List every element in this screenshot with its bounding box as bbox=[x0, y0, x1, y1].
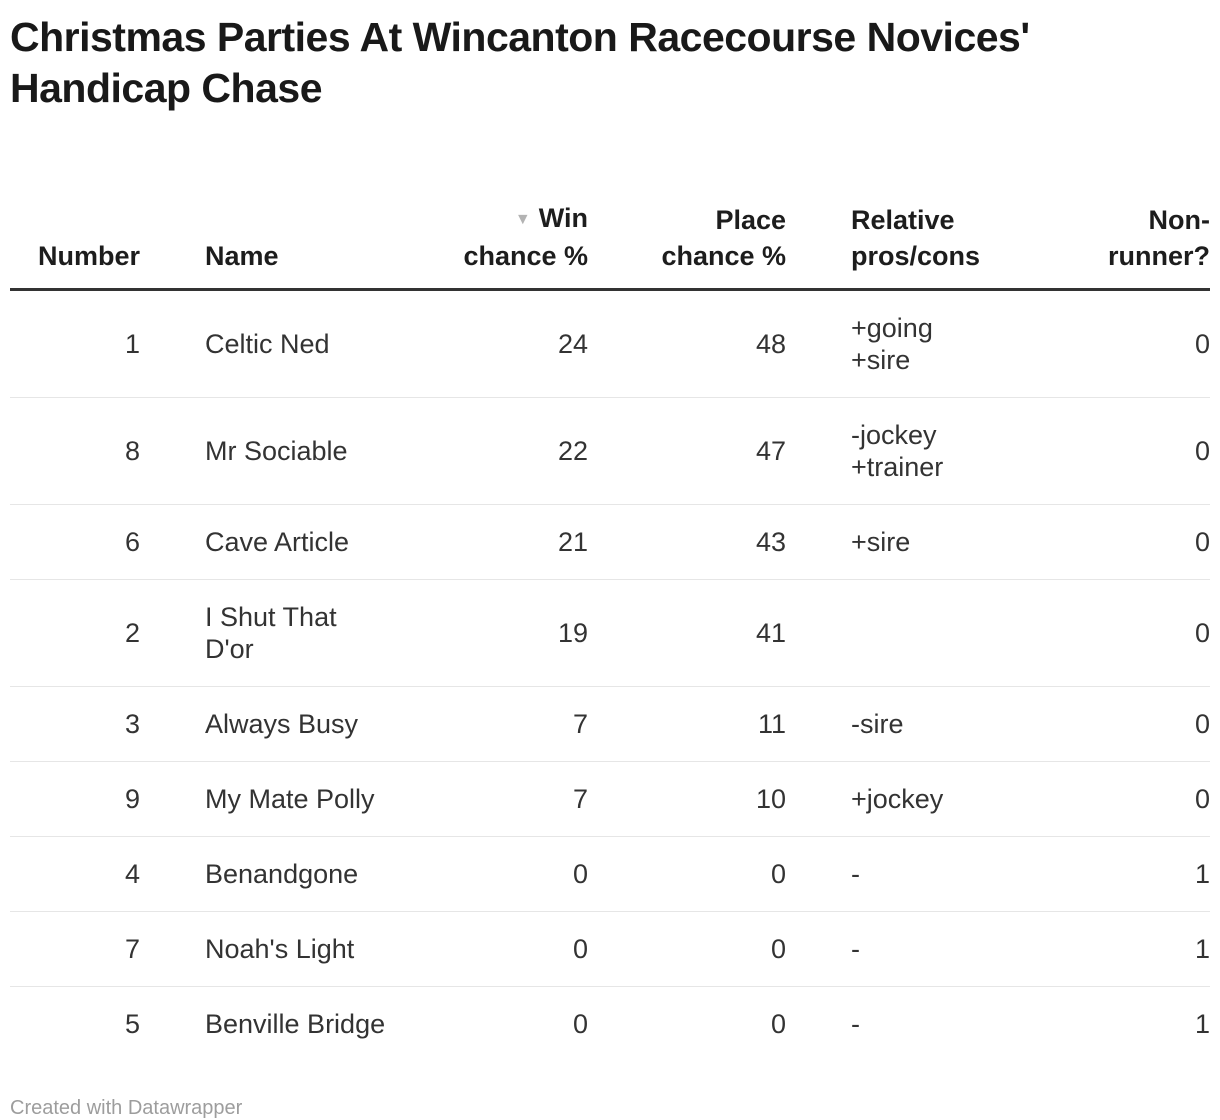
cell-pros-cons: - bbox=[786, 986, 1006, 1061]
column-header-pros-cons[interactable]: Relative pros/cons bbox=[786, 114, 1006, 291]
cell-non-runner: 0 bbox=[1194, 329, 1210, 359]
cell-non-runner: 0 bbox=[1006, 397, 1210, 505]
cell-number: 2 bbox=[10, 579, 140, 687]
column-header-name[interactable]: Name bbox=[140, 114, 455, 291]
cell-place-chance: 43 bbox=[588, 504, 786, 580]
cell-number: 5 bbox=[10, 986, 140, 1061]
cell-pros-cons: - bbox=[786, 911, 1006, 987]
page-title: Christmas Parties At Wincanton Racecours… bbox=[10, 14, 1030, 111]
cell-place-chance: 47 bbox=[588, 397, 786, 505]
sort-desc-icon: ▼ bbox=[514, 211, 531, 228]
cell-non-runner: 1 bbox=[1006, 836, 1210, 912]
data-table: Number Name ▼ Win chance % Place chance %… bbox=[10, 114, 1210, 1061]
column-header-win-chance[interactable]: ▼ Win chance % bbox=[455, 114, 588, 291]
cell-name: Benandgone bbox=[140, 836, 455, 912]
cell-name: Benville Bridge bbox=[140, 986, 455, 1061]
cell-pros-cons: -sire bbox=[786, 686, 1006, 762]
cell-win-chance: 7 bbox=[455, 686, 588, 762]
cell-pros-cons bbox=[786, 579, 1006, 687]
cell-place-chance: 0 bbox=[588, 836, 786, 912]
cell-non-runner: 0 bbox=[1006, 761, 1210, 837]
cell-pros-cons: +going +sire bbox=[851, 313, 933, 375]
column-header-place-chance-label: Place chance % bbox=[661, 205, 786, 271]
column-header-win-chance-label: Win chance % bbox=[463, 203, 588, 271]
cell-number: 1 bbox=[124, 329, 140, 359]
table-row: 5 Benville Bridge 0 0 - 1 bbox=[10, 986, 1210, 1061]
cell-place-chance: 41 bbox=[588, 579, 786, 687]
cell-pros-cons: -jockey +trainer bbox=[786, 397, 1006, 505]
cell-name: Celtic Ned bbox=[205, 329, 330, 359]
cell-win-chance: 0 bbox=[455, 836, 588, 912]
cell-pros-cons: - bbox=[786, 836, 1006, 912]
cell-number: 9 bbox=[10, 761, 140, 837]
cell-name: Mr Sociable bbox=[140, 397, 455, 505]
cell-win-chance: 22 bbox=[455, 397, 588, 505]
cell-number: 3 bbox=[10, 686, 140, 762]
column-header-place-chance[interactable]: Place chance % bbox=[588, 114, 786, 291]
cell-win-chance: 19 bbox=[455, 579, 588, 687]
cell-non-runner: 0 bbox=[1006, 686, 1210, 762]
cell-place-chance: 0 bbox=[588, 911, 786, 987]
table-row: 6 Cave Article 21 43 +sire 0 bbox=[10, 504, 1210, 580]
table-row: 7 Noah's Light 0 0 - 1 bbox=[10, 911, 1210, 987]
cell-number: 4 bbox=[10, 836, 140, 912]
table-header: Number Name ▼ Win chance % Place chance %… bbox=[10, 114, 1210, 291]
column-header-non-runner-label: Non- runner? bbox=[1107, 205, 1210, 271]
table-row: 1 Celtic Ned 24 48 +going +sire 0 bbox=[10, 290, 1210, 398]
column-header-pros-cons-label: Relative pros/cons bbox=[851, 205, 981, 271]
cell-non-runner: 1 bbox=[1006, 911, 1210, 987]
cell-number: 7 bbox=[10, 911, 140, 987]
cell-number: 8 bbox=[10, 397, 140, 505]
table-row: 2 I Shut That D'or 19 41 0 bbox=[10, 579, 1210, 687]
cell-pros-cons: +sire bbox=[786, 504, 1006, 580]
table-row: 8 Mr Sociable 22 47 -jockey +trainer 0 bbox=[10, 397, 1210, 505]
cell-name: Cave Article bbox=[140, 504, 455, 580]
cell-win-chance: 24 bbox=[557, 329, 588, 359]
cell-non-runner: 0 bbox=[1006, 504, 1210, 580]
column-header-non-runner[interactable]: Non- runner? bbox=[1006, 114, 1210, 291]
table-body: 1 Celtic Ned 24 48 +going +sire 0 8 Mr S… bbox=[10, 290, 1210, 1061]
cell-name: Always Busy bbox=[140, 686, 455, 762]
table-row: 4 Benandgone 0 0 - 1 bbox=[10, 836, 1210, 912]
cell-win-chance: 0 bbox=[455, 911, 588, 987]
column-header-number[interactable]: Number bbox=[10, 114, 140, 291]
cell-win-chance: 0 bbox=[455, 986, 588, 1061]
cell-non-runner: 0 bbox=[1006, 579, 1210, 687]
cell-win-chance: 21 bbox=[455, 504, 588, 580]
cell-name: Noah's Light bbox=[140, 911, 455, 987]
header-row: Number Name ▼ Win chance % Place chance %… bbox=[10, 114, 1210, 291]
cell-name: I Shut That D'or bbox=[140, 579, 455, 687]
cell-number: 6 bbox=[10, 504, 140, 580]
cell-place-chance: 10 bbox=[588, 761, 786, 837]
column-header-name-label: Name bbox=[205, 241, 279, 271]
table-row: 9 My Mate Polly 7 10 +jockey 0 bbox=[10, 761, 1210, 837]
column-header-number-label: Number bbox=[37, 241, 140, 271]
credit-line: Created with Datawrapper bbox=[10, 1097, 243, 1119]
cell-win-chance: 7 bbox=[455, 761, 588, 837]
cell-pros-cons: +jockey bbox=[786, 761, 1006, 837]
cell-place-chance: 0 bbox=[588, 986, 786, 1061]
cell-place-chance: 11 bbox=[588, 686, 786, 762]
cell-name: My Mate Polly bbox=[140, 761, 455, 837]
cell-place-chance: 48 bbox=[755, 329, 786, 359]
cell-non-runner: 1 bbox=[1006, 986, 1210, 1061]
table-row: 3 Always Busy 7 11 -sire 0 bbox=[10, 686, 1210, 762]
